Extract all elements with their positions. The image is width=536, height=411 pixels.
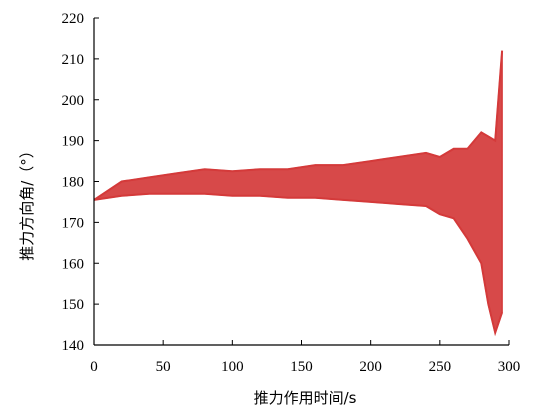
x-tick-label: 100: [221, 359, 244, 375]
series-line-1: [93, 50, 504, 201]
y-tick-label: 200: [62, 93, 85, 109]
y-tick-label: 140: [62, 338, 85, 354]
y-tick-label: 180: [62, 175, 85, 191]
y-tick-label: 170: [62, 215, 85, 231]
y-tick-label: 150: [62, 297, 85, 313]
x-axis-title: 推力作用时间/s: [254, 389, 357, 407]
x-tick-label: 300: [498, 359, 521, 375]
series-line-2: [93, 192, 504, 337]
y-tick-label: 160: [62, 256, 85, 272]
data-band-fill: [93, 50, 503, 336]
y-axis-title: 推力方向角/（°）: [18, 143, 36, 261]
y-tick-label: 220: [62, 11, 85, 27]
x-tick-label: 0: [90, 359, 98, 375]
series-layer: [93, 50, 504, 337]
x-tick-label: 200: [359, 359, 382, 375]
axes: 140 150 160 170 180 190 200 210 220 0 50 100 150 200 2…: [62, 11, 521, 375]
y-tick-label: 210: [62, 52, 85, 68]
y-tick-label: 190: [62, 134, 85, 150]
x-tick-label: 50: [156, 359, 171, 375]
data-band: [93, 50, 503, 336]
x-tick-label: 150: [290, 359, 313, 375]
x-tick-label: 250: [429, 359, 452, 375]
